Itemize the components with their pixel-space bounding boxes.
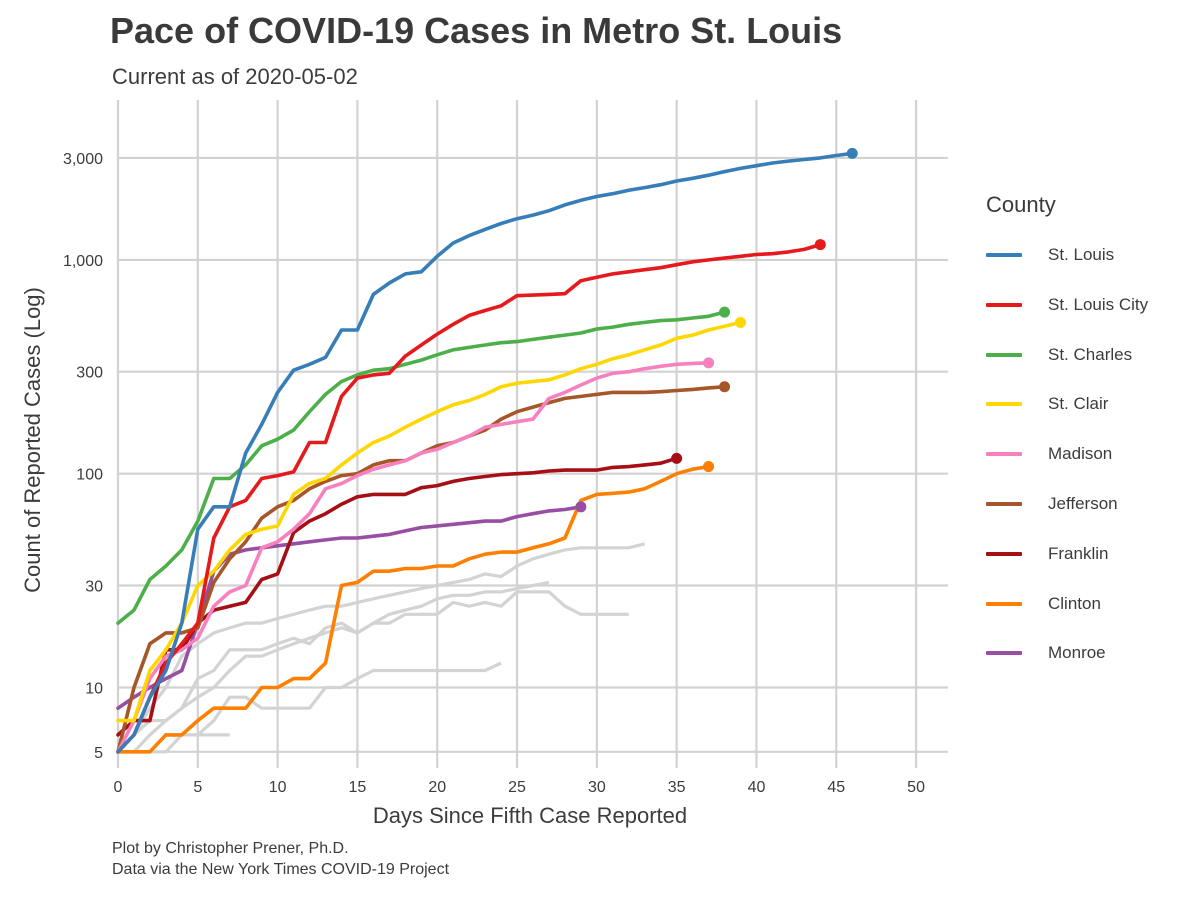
legend-key [986,601,1022,606]
x-tick-label: 30 [588,779,606,796]
legend-label: Jefferson [1048,494,1118,513]
legend-key [986,302,1022,307]
legend-item-jefferson: Jefferson [986,492,1118,516]
caption-author: Plot by Christopher Prener, Ph.D. [112,840,349,857]
x-tick-label: 5 [193,779,202,796]
endpoint-clinton [703,461,715,473]
legend-title: County [986,192,1056,217]
y-axis-ticks: 5 10 30 100 300 1,000 3,000 [63,151,103,762]
y-tick-label: 5 [94,745,103,762]
x-tick-label: 40 [748,779,766,796]
legend-item-madison: Madison [986,442,1112,466]
legend-item-st-clair: St. Clair [986,392,1108,416]
page-subtitle: Current as of 2020-05-02 [112,64,358,89]
legend-label: Clinton [1048,593,1101,613]
legend-label: Monroe [1048,643,1106,663]
legend-item-franklin: Franklin [986,542,1108,566]
endpoint-st-charles [719,306,731,318]
x-tick-label: 35 [668,779,686,796]
x-axis-label: Days Since Fifth Case Reported [373,803,687,828]
endpoint-franklin [671,452,683,464]
legend-label: St. Louis [1048,245,1115,264]
legend-label: Madison [1048,444,1113,464]
endpoint-st-louis-city [814,239,826,251]
legend-key [986,551,1022,556]
y-tick-label: 1,000 [63,253,103,270]
other-county-line [116,542,646,753]
x-tick-label: 50 [907,779,925,796]
x-tick-label: 20 [428,779,446,796]
legend-label: St. Clair [1048,394,1109,414]
series-line-clinton [116,464,711,754]
endpoint-st-clair [735,316,746,328]
x-tick-label: 25 [508,779,526,796]
legend-label: St. Louis City [1048,294,1149,314]
series-line-st-louis-city [116,242,823,754]
other-county-line [118,590,629,754]
series-line-st-louis [116,151,854,754]
x-tick-label: 0 [114,779,123,796]
y-axis-label: Count of Reported Cases (Log) [20,287,45,593]
legend-key [986,502,1022,506]
x-tick-label: 10 [269,779,287,796]
series-endpoints [575,147,858,513]
y-tick-label: 3,000 [63,151,103,168]
y-tick-label: 300 [76,365,103,382]
series-lines [116,151,854,754]
legend-key [986,253,1022,257]
endpoint-monroe [575,501,587,513]
legend-item-st-louis-city: St. Louis City [986,293,1148,317]
legend: County St. Louis St. Louis City St. Charle… [986,192,1186,662]
series-line-st-clair [116,320,743,723]
legend-item-st-charles: St. Charles [986,343,1132,367]
x-axis-ticks: 0 5 10 15 20 25 30 35 40 45 50 [114,779,926,796]
grid-lines [116,100,948,768]
page-title: Pace of COVID-19 Cases in Metro St. Loui… [110,10,843,51]
legend-item-st-louis: St. Louis [986,243,1114,267]
x-tick-label: 15 [349,779,367,796]
y-tick-label: 10 [85,680,103,697]
series-line-st-charles [116,310,727,625]
legend-key [986,452,1022,457]
endpoint-st-louis [846,147,858,159]
legend-item-clinton: Clinton [986,592,1101,616]
caption-source: Data via the New York Times COVID-19 Pro… [112,861,450,878]
endpoint-madison [703,357,715,369]
y-tick-label: 30 [85,578,103,595]
legend-label: Franklin [1048,543,1109,563]
endpoint-jefferson [719,381,731,393]
legend-key [986,352,1022,357]
legend-label: St. Charles [1048,344,1133,364]
series-line-madison [116,361,711,754]
x-tick-label: 45 [827,779,845,796]
legend-item-monroe: Monroe [986,641,1106,665]
legend-key [986,402,1022,407]
y-tick-label: 100 [76,467,103,484]
legend-key [986,651,1022,656]
